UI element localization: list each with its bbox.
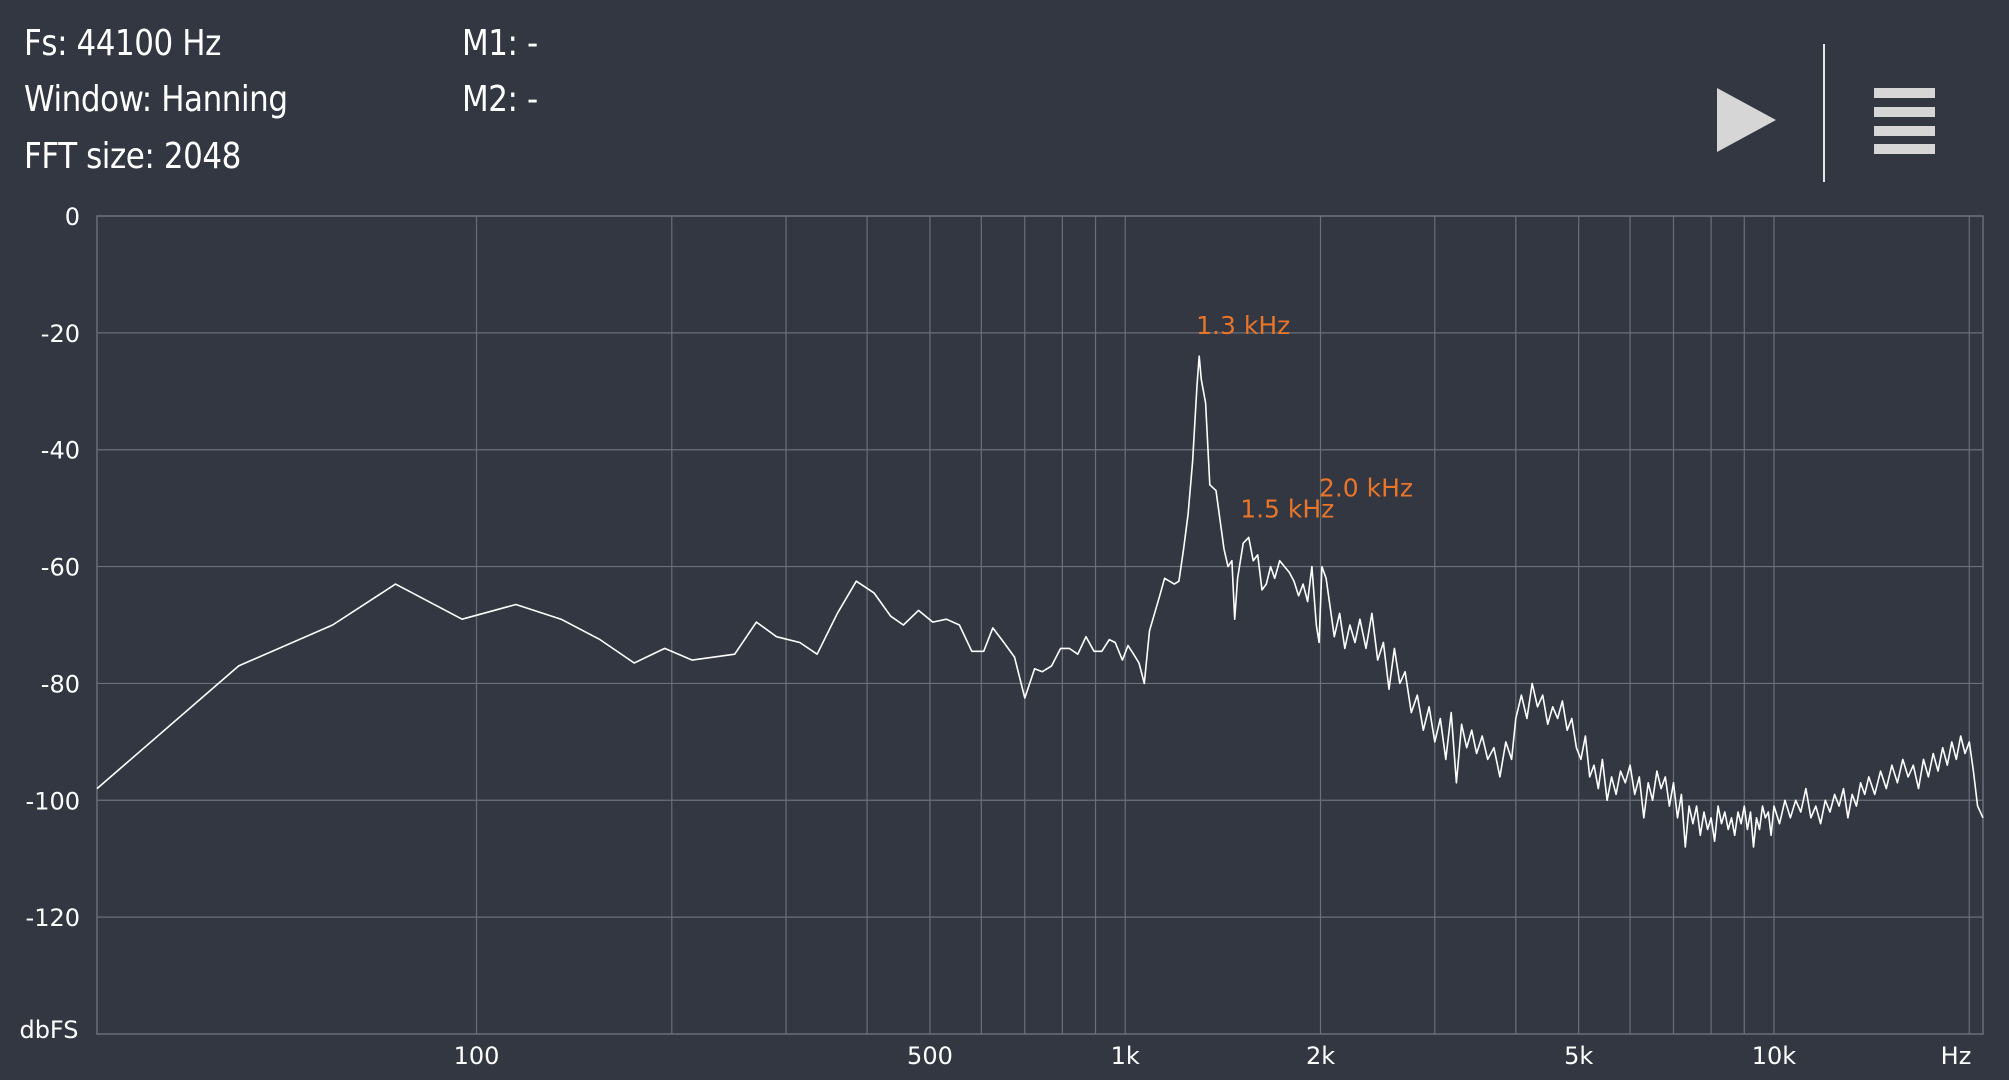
hamburger-menu-icon xyxy=(1874,88,1935,154)
x-tick-label: 10k xyxy=(1752,1042,1797,1070)
x-tick-label: 500 xyxy=(907,1042,953,1070)
marker-1-readout: M1: - xyxy=(462,23,538,64)
y-axis-label: dbFS xyxy=(19,1016,78,1044)
y-tick-label: -120 xyxy=(26,904,80,932)
y-tick-label: 0 xyxy=(65,203,80,231)
chart-grid xyxy=(96,215,1984,1035)
peak-label: 1.3 kHz xyxy=(1196,311,1290,340)
window-type-label: Window: Hanning xyxy=(24,79,288,120)
spectrum-trace-0 xyxy=(96,355,1984,848)
x-tick-label: 100 xyxy=(454,1042,500,1070)
y-tick-label: -60 xyxy=(41,554,80,582)
marker-2-readout: M2: - xyxy=(462,79,538,120)
x-tick-label: 1k xyxy=(1111,1042,1140,1070)
peak-label: 1.5 kHz xyxy=(1240,494,1334,523)
play-icon xyxy=(1717,88,1776,152)
plot-frame xyxy=(96,215,1984,1035)
y-tick-label: -40 xyxy=(41,437,80,465)
peak-label: 2.0 kHz xyxy=(1319,474,1413,503)
fft-size-label: FFT size: 2048 xyxy=(24,136,241,177)
y-tick-label: -20 xyxy=(41,320,80,348)
chart-trace-layer xyxy=(96,355,1984,848)
x-tick-label: 2k xyxy=(1306,1042,1335,1070)
x-unit-label: Hz xyxy=(1941,1042,1972,1070)
sample-rate-label: Fs: 44100 Hz xyxy=(24,23,221,64)
x-tick-label: 5k xyxy=(1564,1042,1593,1070)
toolbar-divider xyxy=(1823,44,1825,182)
play-button[interactable] xyxy=(1700,80,1790,160)
chart-axis-labels: 0 -20 -40 -60 -80 -100 -120 100 500 1k 2k 5k 10k Hz db… xyxy=(19,203,1971,1070)
y-tick-label: -80 xyxy=(41,670,80,698)
y-tick-label: -100 xyxy=(26,787,80,815)
menu-button[interactable] xyxy=(1860,78,1950,158)
